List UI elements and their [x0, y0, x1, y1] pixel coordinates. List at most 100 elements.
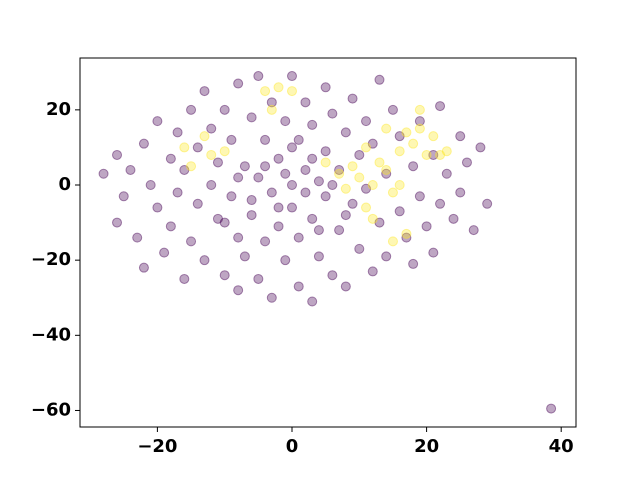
- point: [340, 281, 351, 292]
- point: [206, 123, 217, 134]
- y-tick-label: −40: [31, 324, 71, 345]
- point: [408, 138, 419, 149]
- point: [441, 146, 452, 157]
- point: [546, 403, 557, 414]
- point: [172, 187, 183, 198]
- point: [361, 142, 372, 153]
- point: [266, 97, 277, 108]
- point: [347, 161, 358, 172]
- point: [361, 202, 372, 213]
- point: [361, 183, 372, 194]
- point: [159, 247, 170, 258]
- point: [313, 176, 324, 187]
- point: [206, 180, 217, 191]
- point: [307, 213, 318, 224]
- point: [186, 236, 197, 247]
- point: [266, 104, 277, 115]
- point: [300, 164, 311, 175]
- point: [381, 168, 392, 179]
- point: [455, 187, 466, 198]
- point: [307, 119, 318, 130]
- point: [152, 116, 163, 127]
- point: [199, 131, 210, 142]
- point: [280, 168, 291, 179]
- point: [414, 116, 425, 127]
- point: [394, 146, 405, 157]
- plot-frame: [79, 57, 577, 428]
- point: [435, 149, 446, 160]
- point: [367, 266, 378, 277]
- x-tick-label: −20: [137, 436, 177, 457]
- point: [435, 198, 446, 209]
- point: [273, 82, 284, 93]
- point: [361, 116, 372, 127]
- point: [313, 225, 324, 236]
- point: [435, 101, 446, 112]
- point: [273, 202, 284, 213]
- point: [286, 86, 297, 97]
- point: [354, 149, 365, 160]
- point: [239, 251, 250, 262]
- point: [347, 93, 358, 104]
- point: [118, 191, 129, 202]
- point: [482, 198, 493, 209]
- point: [192, 142, 203, 153]
- point: [475, 142, 486, 153]
- point: [327, 108, 338, 119]
- point: [313, 251, 324, 262]
- point: [448, 213, 459, 224]
- point: [219, 146, 230, 157]
- point: [394, 180, 405, 191]
- point: [387, 104, 398, 115]
- point: [394, 206, 405, 217]
- point: [394, 131, 405, 142]
- point: [233, 78, 244, 89]
- point: [334, 168, 345, 179]
- point: [300, 97, 311, 108]
- point: [327, 270, 338, 281]
- point: [112, 217, 123, 228]
- point: [387, 187, 398, 198]
- point: [260, 236, 271, 247]
- point: [253, 273, 264, 284]
- point: [421, 221, 432, 232]
- point: [138, 262, 149, 273]
- point: [414, 191, 425, 202]
- point: [172, 127, 183, 138]
- point: [199, 86, 210, 97]
- point: [408, 161, 419, 172]
- point: [179, 273, 190, 284]
- point: [455, 131, 466, 142]
- point: [387, 236, 398, 247]
- point: [408, 258, 419, 269]
- point: [132, 232, 143, 243]
- point: [212, 213, 223, 224]
- y-tick-label: 0: [58, 174, 71, 195]
- point: [374, 217, 385, 228]
- point: [152, 202, 163, 213]
- point: [293, 232, 304, 243]
- y-tick-label: −60: [31, 399, 71, 420]
- point: [98, 168, 109, 179]
- point: [320, 82, 331, 93]
- point: [192, 198, 203, 209]
- point: [428, 247, 439, 258]
- x-tick-label: 0: [286, 436, 299, 457]
- point: [260, 86, 271, 97]
- point: [286, 180, 297, 191]
- point: [246, 210, 257, 221]
- point: [165, 221, 176, 232]
- point: [334, 225, 345, 236]
- point: [206, 149, 217, 160]
- point: [347, 198, 358, 209]
- point: [280, 116, 291, 127]
- point: [293, 281, 304, 292]
- point: [307, 153, 318, 164]
- point: [381, 251, 392, 262]
- point: [253, 71, 264, 82]
- point: [266, 187, 277, 198]
- point: [138, 138, 149, 149]
- point: [421, 149, 432, 160]
- x-tick-label: 20: [414, 436, 439, 457]
- point: [199, 255, 210, 266]
